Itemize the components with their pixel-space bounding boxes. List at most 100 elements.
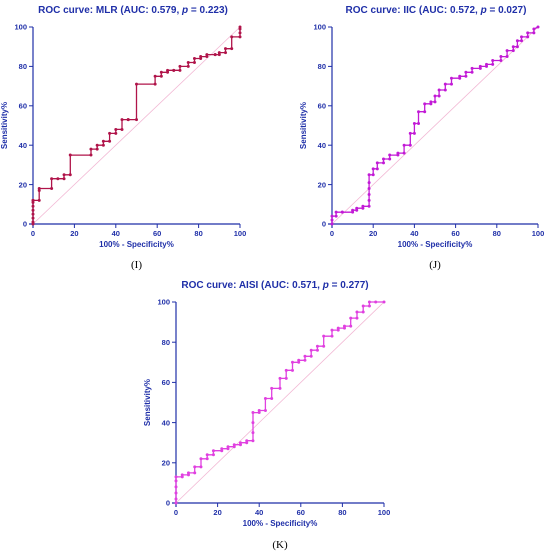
roc-point	[375, 161, 379, 165]
roc-point	[429, 100, 433, 104]
chart-title-p: p	[480, 5, 487, 16]
panel-label: (I)	[131, 259, 142, 271]
roc-point	[205, 453, 209, 457]
x-tick-label: 80	[338, 508, 346, 517]
x-tick-label: 20	[70, 229, 78, 238]
x-tick-label: 0	[31, 229, 35, 238]
roc-point	[270, 386, 274, 390]
roc-point	[355, 310, 359, 314]
roc-point	[166, 68, 170, 72]
roc-point	[230, 47, 234, 51]
x-tick-label: 40	[410, 229, 418, 238]
roc-point	[355, 206, 359, 210]
roc-point	[322, 344, 326, 348]
roc-point	[515, 39, 519, 43]
reference-line	[331, 26, 539, 225]
roc-point	[449, 76, 453, 80]
roc-point	[263, 396, 267, 400]
y-tick-label: 40	[19, 141, 27, 150]
roc-point	[238, 31, 242, 35]
roc-point	[330, 222, 334, 226]
roc-point	[375, 167, 379, 171]
panel-label: (K)	[272, 539, 288, 551]
roc-point	[322, 334, 326, 338]
roc-point	[361, 310, 365, 314]
y-tick-label: 100	[157, 298, 170, 307]
roc-point	[505, 55, 509, 59]
roc-point	[371, 167, 375, 171]
chart-title: ROC curve: MLR (AUC: 0.579, p = 0.223)	[38, 5, 228, 16]
roc-point	[50, 177, 54, 181]
roc-point	[458, 74, 462, 78]
roc-point	[367, 204, 371, 208]
roc-point	[437, 88, 441, 92]
roc-point	[499, 55, 503, 59]
roc-point	[520, 35, 524, 39]
roc-point	[37, 187, 41, 191]
panel-label: (J)	[429, 259, 441, 271]
roc-point	[433, 94, 437, 98]
roc-point	[520, 39, 524, 43]
y-tick-label: 80	[318, 62, 326, 71]
roc-point	[153, 74, 157, 78]
x-axis-label: 100% - Specificity%	[398, 240, 473, 249]
x-tick-label: 100	[532, 229, 545, 238]
roc-point	[108, 131, 112, 135]
roc-panel-3: ROC curve: AISI (AUC: 0.571, p = 0.277) 0…	[143, 280, 390, 551]
roc-point	[263, 409, 267, 413]
roc-point	[159, 70, 163, 74]
roc-point	[120, 127, 124, 131]
roc-point	[232, 443, 236, 447]
chart-title-p: p	[322, 280, 329, 291]
chart-title: ROC curve: AISI (AUC: 0.571, p = 0.277)	[181, 280, 368, 291]
chart-title-prefix: ROC curve: AISI (AUC: 0.571,	[181, 280, 322, 291]
roc-point	[172, 68, 176, 72]
roc-point	[464, 74, 468, 78]
roc-point	[417, 122, 421, 126]
y-tick-label: 60	[162, 378, 170, 387]
roc-point	[443, 82, 447, 86]
roc-point	[186, 60, 190, 64]
x-tick-label: 0	[330, 229, 334, 238]
roc-point	[342, 324, 346, 328]
roc-point	[433, 100, 437, 104]
roc-point	[303, 358, 307, 362]
roc-panel-1: ROC curve: MLR (AUC: 0.579, p = 0.223) 0 2…	[0, 5, 246, 271]
roc-point	[470, 66, 474, 70]
chart-title-prefix: ROC curve: MLR (AUC: 0.579,	[38, 5, 182, 16]
roc-point	[31, 212, 35, 216]
roc-point	[408, 143, 412, 147]
roc-point	[257, 409, 261, 413]
roc-point	[330, 218, 334, 222]
roc-point	[251, 439, 255, 443]
x-tick-label: 100	[378, 508, 391, 517]
x-tick-label: 60	[297, 508, 305, 517]
roc-point	[290, 368, 294, 372]
roc-point	[50, 187, 54, 191]
roc-point	[114, 127, 118, 131]
roc-point	[178, 68, 182, 72]
reference-line	[175, 301, 385, 504]
roc-point	[532, 27, 536, 31]
roc-point	[193, 465, 197, 469]
x-tick-label: 20	[213, 508, 221, 517]
roc-point	[336, 326, 340, 330]
roc-point	[101, 143, 105, 147]
roc-point	[396, 151, 400, 155]
roc-point	[330, 334, 334, 338]
roc-point	[382, 161, 385, 165]
roc-point	[351, 208, 355, 212]
y-tick-label: 80	[19, 62, 27, 71]
roc-point	[349, 316, 353, 320]
roc-point	[417, 110, 421, 114]
roc-point	[251, 421, 255, 425]
roc-point	[120, 118, 124, 122]
roc-point	[95, 143, 99, 147]
roc-point	[238, 25, 242, 29]
roc-point	[62, 173, 66, 177]
roc-point	[211, 449, 215, 453]
roc-point	[192, 57, 196, 61]
roc-point	[68, 173, 72, 177]
roc-point	[309, 354, 313, 358]
x-tick-label: 60	[153, 229, 161, 238]
